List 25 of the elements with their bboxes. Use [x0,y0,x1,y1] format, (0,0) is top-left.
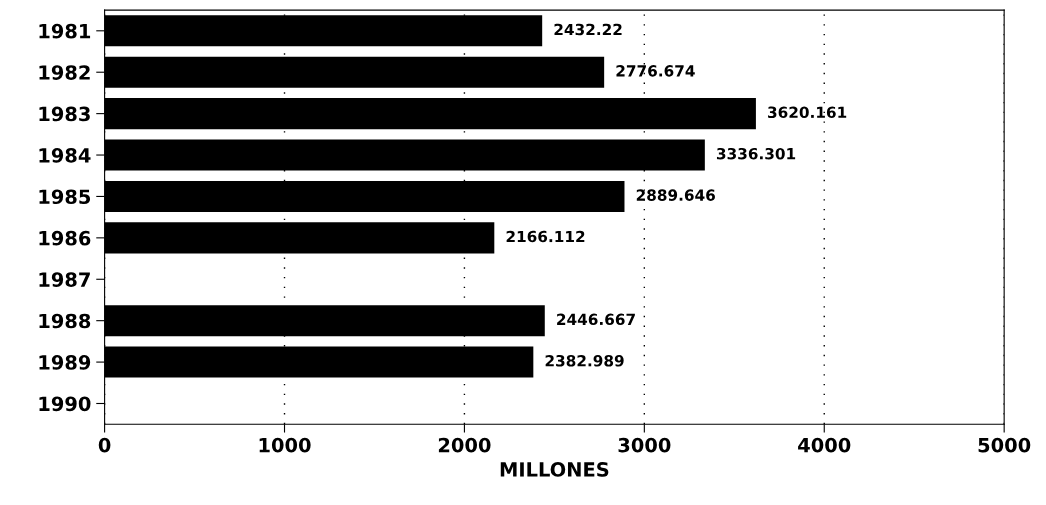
y-tick-label: 1988 [39,313,91,329]
data-label: 2446.667 [557,313,635,326]
y-tick-label: 1981 [39,23,91,39]
y-tick-label: 1989 [39,355,91,370]
y-tick-label: 1987 [39,272,90,287]
x-tick-label: 3000 [618,437,671,453]
data-label: 2432.22 [554,23,622,36]
y-tick-label: 1985 [39,189,91,205]
data-label: 2889.646 [636,189,715,201]
data-label: 2776.674 [616,65,695,77]
y-tick-label: 1984 [39,147,91,163]
y-tick-label: 1986 [39,230,91,246]
x-tick-label: 0 [98,437,111,453]
x-axis-title: MILLONES [500,462,609,477]
y-tick-label: 1983 [39,106,90,122]
data-label: 2166.112 [506,230,585,243]
y-tick-label: 1990 [39,396,91,412]
x-tick-label: 1000 [259,437,311,453]
data-label: 3336.301 [716,147,796,160]
y-tick-label: 1982 [39,65,90,80]
x-tick-label: 2000 [438,437,491,453]
data-label: 3620.161 [768,106,847,119]
x-tick-label: 4000 [798,437,851,453]
x-tick-label: 5000 [978,437,1031,453]
data-label: 2382.989 [545,354,624,367]
